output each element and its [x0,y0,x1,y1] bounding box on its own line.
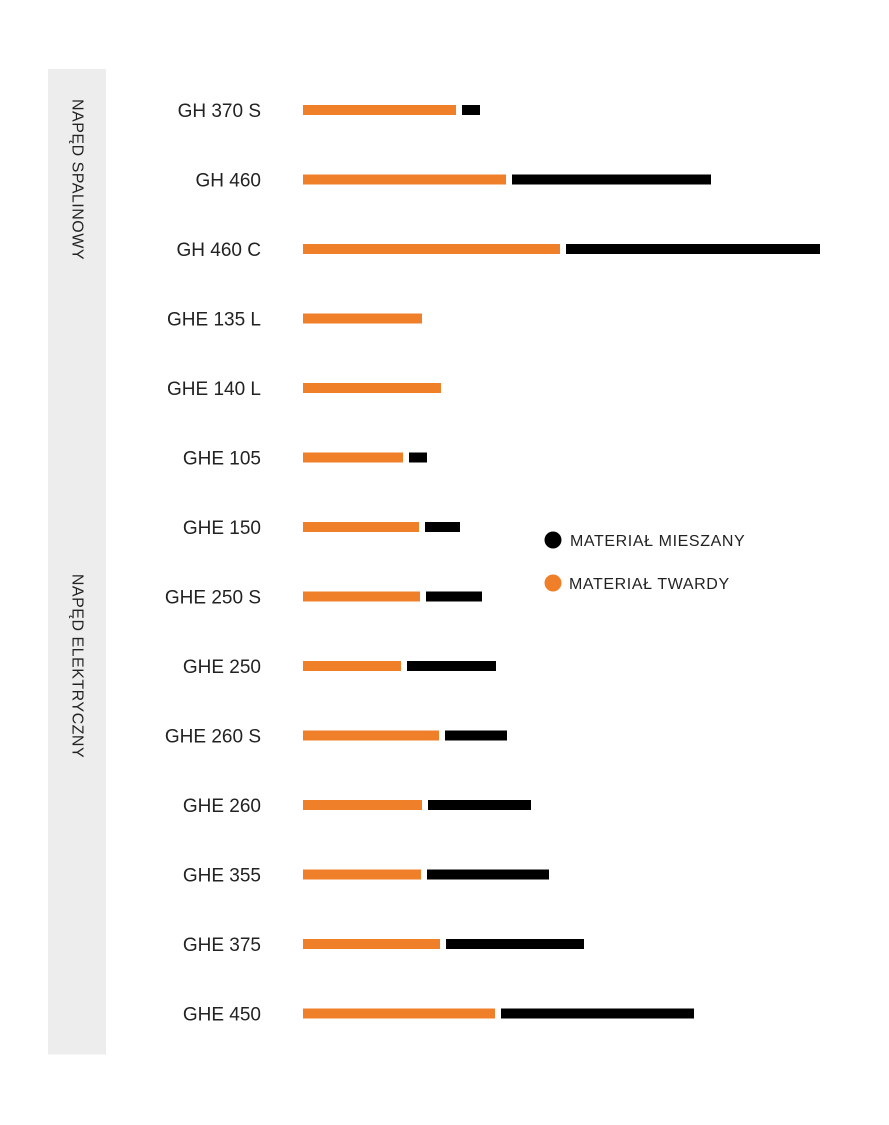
group-band-0 [48,69,106,290]
bars [303,105,820,1019]
category-label: GH 370 S [178,101,261,122]
category-label: GHE 355 [183,866,261,887]
bar-mixed-material [427,869,549,880]
legend-label-hard: MATERIAŁ TWARDY [569,576,730,593]
bar-hard-material [303,174,506,185]
bar-mixed-material [462,105,480,115]
bar-hard-material [303,591,420,602]
black-circle-icon [544,531,562,549]
category-label: GHE 375 [183,935,261,956]
category-label: GHE 450 [183,1005,261,1026]
category-label: GH 460 C [177,240,261,261]
category-label: GHE 105 [183,449,261,470]
category-label: GHE 140 L [167,379,261,400]
category-label: GHE 250 [183,657,261,678]
legend-label-mixed: MATERIAŁ MIESZANY [570,533,745,550]
legend: MATERIAŁ MIESZANY MATERIAŁ TWARDY [544,531,745,593]
bar-mixed-material [566,244,820,254]
orange-circle-icon [544,574,562,592]
bar-mixed-material [501,1008,694,1019]
category-label: GHE 135 L [167,310,261,331]
bar-hard-material [303,522,419,532]
group-bands: NAPĘD SPALINOWY NAPĘD ELEKTRYCZNY [48,69,106,1055]
group-band-1 [48,277,106,1055]
bar-mixed-material [407,661,496,671]
category-label: GHE 250 S [165,588,261,609]
group-label: NAPĘD SPALINOWY [69,99,86,260]
bar-mixed-material [446,939,584,949]
bar-hard-material [303,800,422,810]
bar-hard-material [303,452,403,463]
bar-mixed-material [512,174,711,185]
bar-hard-material [303,105,456,115]
bar-mixed-material [445,730,507,741]
group-label: NAPĘD ELEKTRYCZNY [69,574,86,758]
category-label: GH 460 [196,171,261,192]
bar-hard-material [303,383,441,393]
bar-hard-material [303,1008,495,1019]
category-label: GHE 260 [183,796,261,817]
bar-mixed-material [426,591,482,602]
bar-hard-material [303,661,401,671]
category-labels: GH 370 S GH 460 GH 460 C GHE 135 L GHE 140 L… [165,101,261,1026]
category-label: GHE 150 [183,518,261,539]
bar-hard-material [303,869,421,880]
bar-hard-material [303,313,422,324]
bar-mixed-material [409,452,427,463]
bar-hard-material [303,244,560,254]
bar-mixed-material [425,522,460,532]
bar-hard-material [303,939,440,949]
category-label: GHE 260 S [165,727,261,748]
bar-hard-material [303,730,439,741]
bar-mixed-material [428,800,531,810]
